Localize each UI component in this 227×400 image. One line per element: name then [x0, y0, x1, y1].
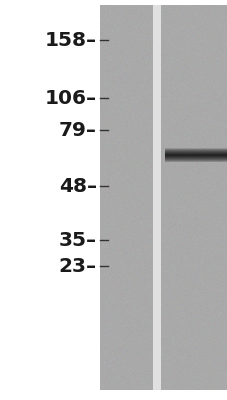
- Bar: [152, 5, 160, 390]
- Text: 35–: 35–: [59, 230, 96, 250]
- Text: 23–: 23–: [59, 256, 96, 276]
- Bar: [100, 5, 152, 390]
- Bar: [160, 5, 227, 390]
- Text: 106–: 106–: [45, 88, 96, 108]
- Text: 158–: 158–: [45, 30, 96, 50]
- Text: 79–: 79–: [59, 120, 96, 140]
- Text: 48–: 48–: [59, 176, 96, 196]
